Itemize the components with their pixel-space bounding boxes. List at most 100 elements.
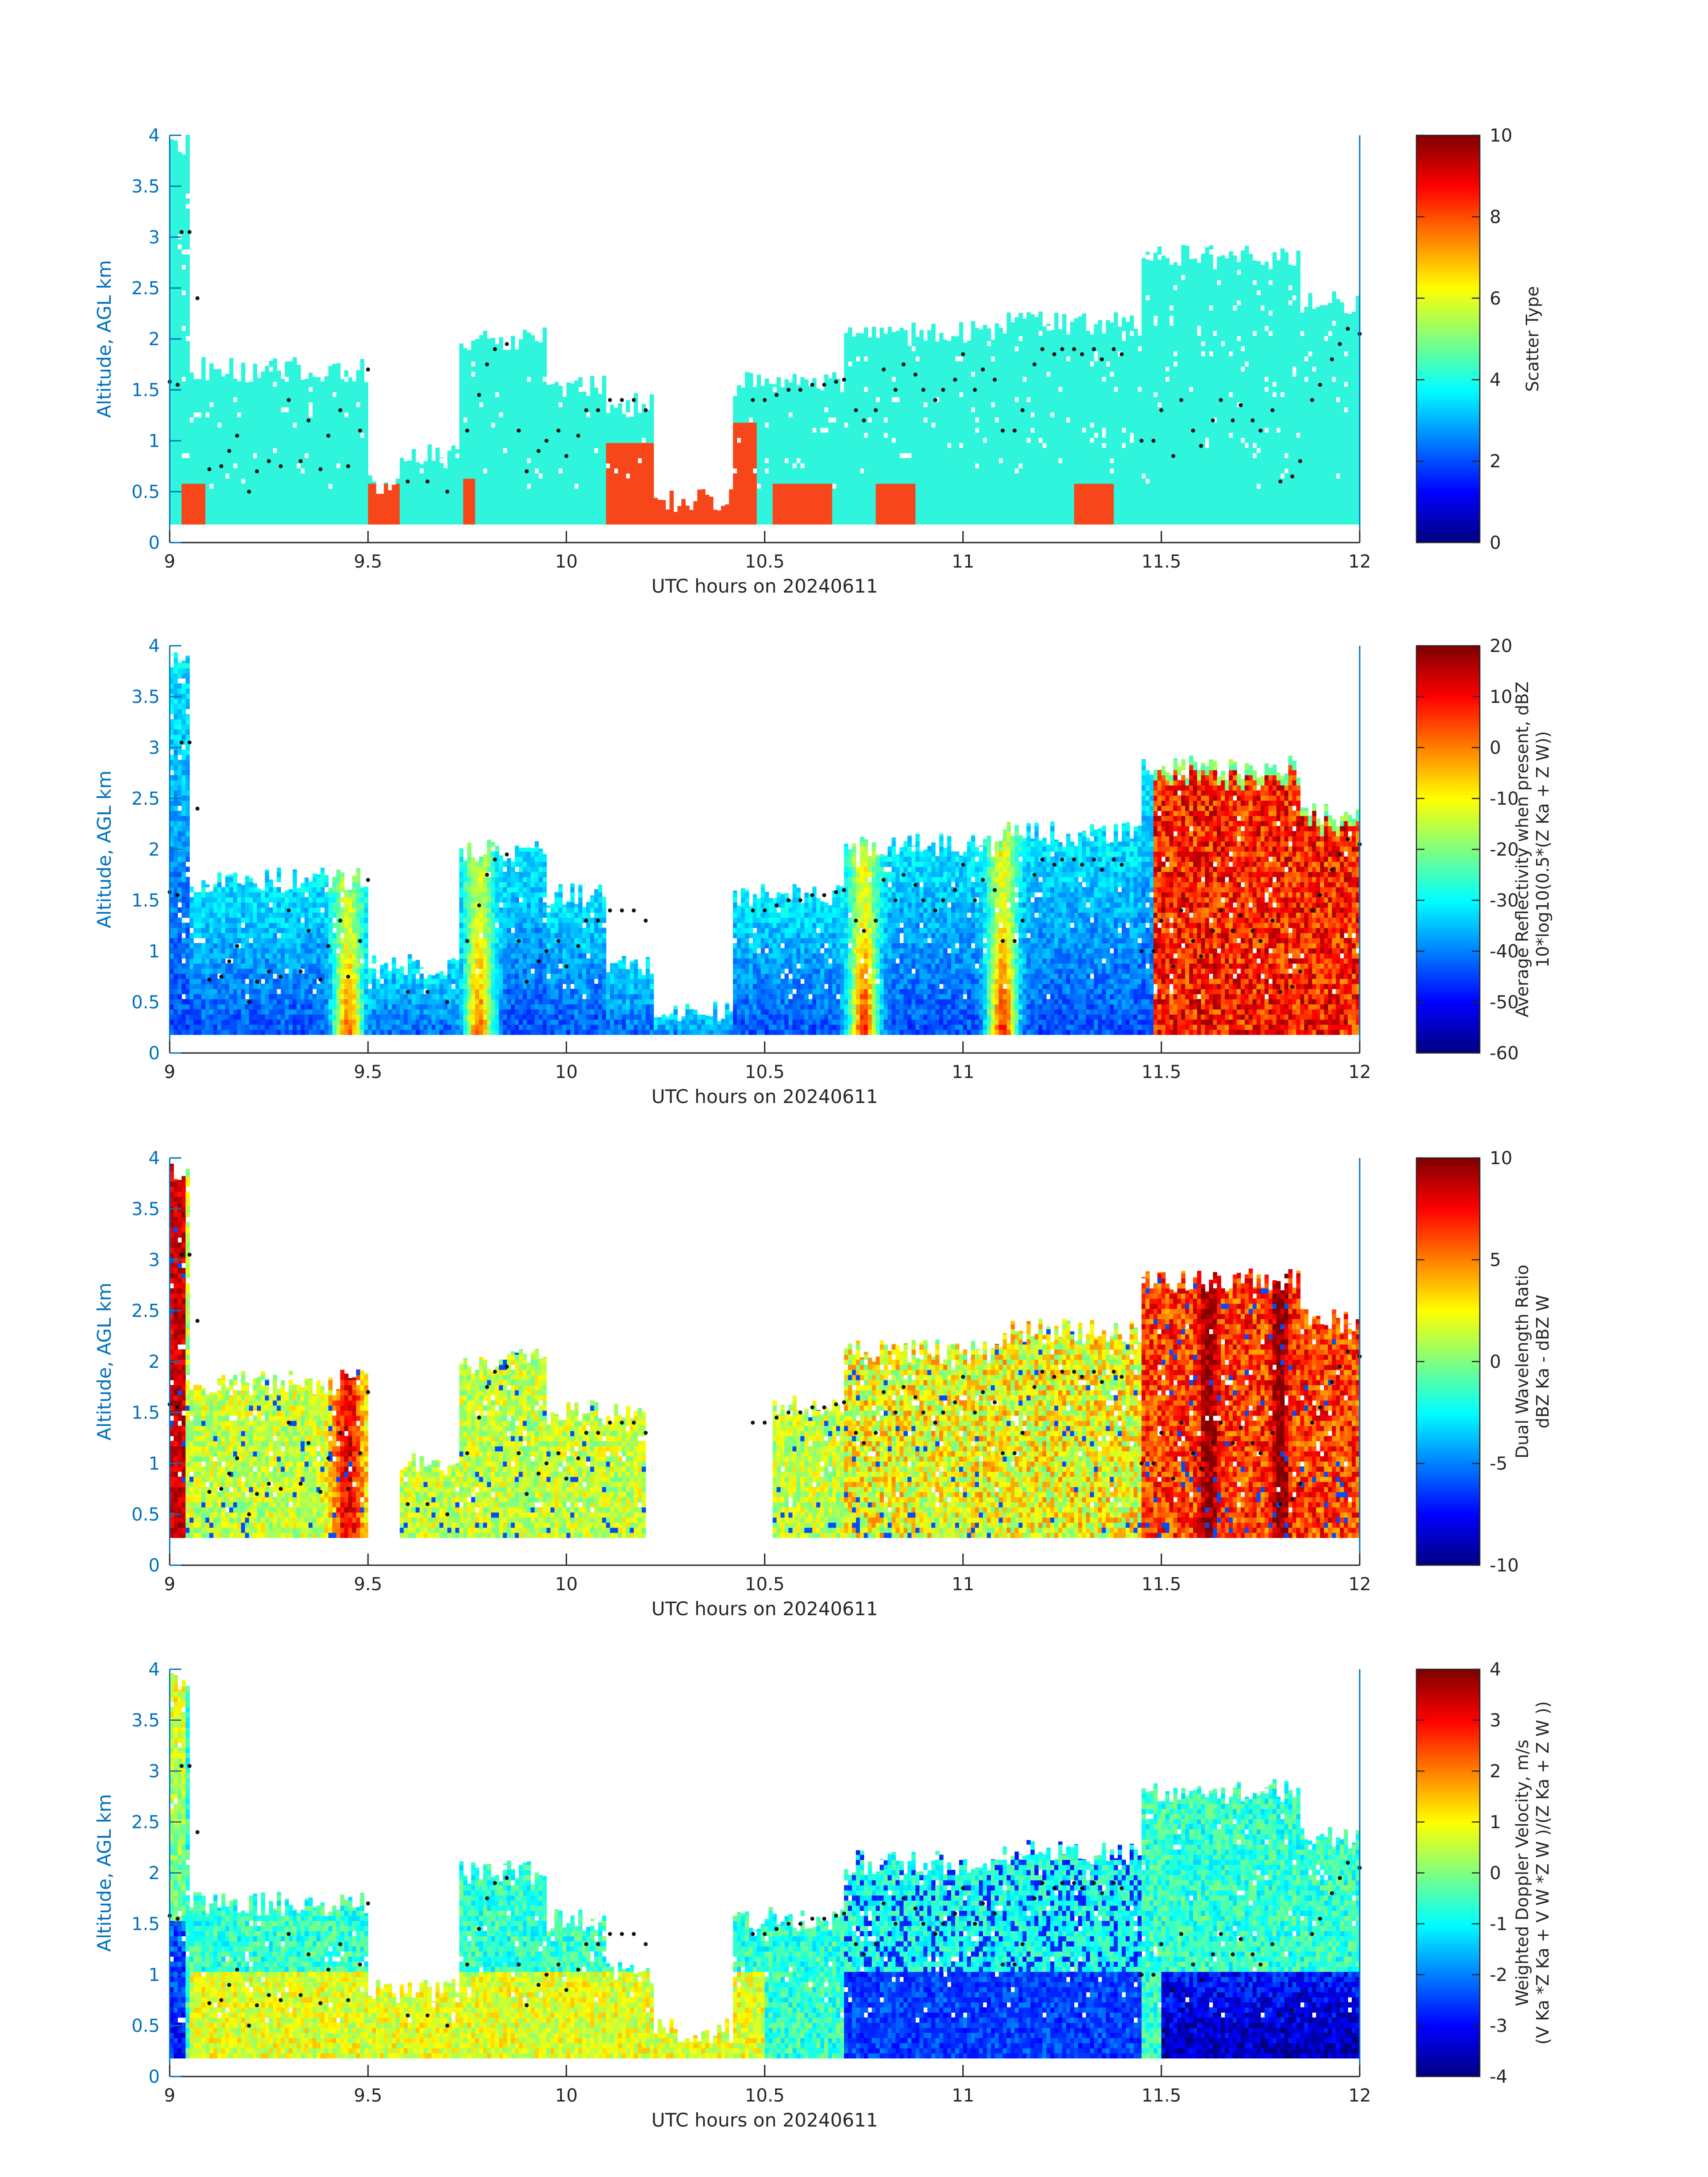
heatmap-cell	[213, 483, 218, 489]
heatmap-cell	[884, 381, 888, 387]
heatmap-cell	[760, 438, 765, 443]
heatmap-cell	[895, 427, 900, 433]
heatmap-cell	[356, 432, 360, 438]
heatmap-cell	[459, 458, 464, 464]
heatmap-cell	[872, 504, 876, 510]
heatmap-cell	[907, 432, 912, 438]
heatmap-cell	[463, 493, 468, 499]
heatmap-cell	[566, 417, 571, 423]
heatmap-cell	[213, 438, 218, 443]
heatmap-cell	[887, 351, 892, 357]
heatmap-cell	[241, 509, 246, 514]
heatmap-cell	[884, 458, 888, 464]
heatmap-cell	[784, 468, 789, 474]
heatmap-cell	[189, 402, 194, 408]
heatmap-cell	[876, 519, 880, 525]
heatmap-cell	[253, 417, 258, 423]
heatmap-cell	[514, 478, 519, 484]
heatmap-cell	[764, 489, 769, 494]
heatmap-cell	[189, 412, 194, 418]
heatmap-cell	[777, 381, 781, 387]
heatmap-cell	[693, 509, 698, 514]
heatmap-cell	[610, 407, 614, 413]
heatmap-cell	[483, 498, 488, 504]
heatmap-cell	[475, 489, 480, 494]
heatmap-cell	[578, 417, 583, 423]
heatmap-cell	[543, 489, 547, 494]
heatmap-cell	[197, 402, 202, 408]
heatmap-cell	[872, 366, 876, 372]
heatmap-cell	[614, 427, 618, 433]
heatmap-cell	[808, 402, 813, 408]
heatmap-cell	[185, 376, 190, 382]
heatmap-cell	[185, 209, 190, 214]
heatmap-cell	[301, 493, 305, 499]
heatmap-cell	[876, 351, 880, 357]
heatmap-cell	[709, 497, 714, 499]
heatmap-cell	[737, 489, 741, 494]
heatmap-cell	[796, 432, 801, 438]
heatmap-cell	[249, 473, 254, 479]
heatmap-cell	[526, 356, 531, 362]
heatmap-cell	[312, 438, 317, 443]
heatmap-cell	[272, 453, 277, 459]
heatmap-cell	[364, 468, 368, 474]
heatmap-cell	[876, 361, 880, 367]
heatmap-cell	[602, 427, 606, 433]
heatmap-cell	[907, 504, 912, 510]
heatmap-cell	[280, 381, 285, 387]
heatmap-cell	[360, 519, 364, 525]
heatmap-cell	[574, 417, 579, 423]
heatmap-cell	[495, 366, 499, 372]
heatmap-cell	[269, 447, 273, 453]
heatmap-cell	[459, 509, 464, 514]
heatmap-cell	[170, 193, 174, 199]
heatmap-cell	[899, 427, 904, 433]
heatmap-cell	[217, 417, 222, 423]
heatmap-cell	[518, 366, 523, 372]
heatmap-cell	[221, 478, 226, 484]
heatmap-cell	[340, 483, 345, 489]
heatmap-cell	[229, 478, 234, 484]
heatmap-cell	[312, 432, 317, 438]
heatmap-cell	[257, 447, 261, 453]
heatmap-cell	[483, 458, 488, 464]
heatmap-cell	[642, 468, 646, 474]
heatmap-cell	[630, 483, 634, 489]
heatmap-cell	[249, 387, 254, 393]
heatmap-cell	[320, 519, 325, 525]
heatmap-cell	[618, 463, 622, 469]
heatmap-cell	[296, 371, 301, 377]
heatmap-cell	[808, 443, 813, 448]
heatmap-cell	[860, 341, 864, 347]
heatmap-cell	[539, 498, 543, 504]
heatmap-cell	[586, 427, 591, 433]
heatmap-cell	[316, 387, 321, 393]
heatmap-cell	[844, 412, 848, 418]
heatmap-cell	[899, 366, 904, 372]
heatmap-cell	[856, 514, 860, 520]
heatmap-cell	[475, 412, 480, 418]
heatmap-cell	[301, 397, 305, 402]
heatmap-cell	[773, 458, 777, 464]
heatmap-cell	[677, 506, 682, 510]
heatmap-cell	[752, 427, 757, 433]
heatmap-cell	[177, 188, 182, 194]
heatmap-cell	[566, 447, 571, 453]
heatmap-cell	[725, 514, 730, 520]
heatmap-cell	[276, 412, 281, 418]
heatmap-cell	[864, 371, 869, 377]
heatmap-cell	[451, 453, 456, 459]
heatmap-cell	[852, 478, 856, 484]
heatmap-cell	[233, 483, 238, 489]
heatmap-cell	[305, 422, 309, 428]
heatmap-cell	[808, 463, 813, 469]
heatmap-cell	[288, 519, 293, 525]
heatmap-cell	[348, 381, 353, 387]
heatmap-cell	[201, 392, 206, 397]
heatmap-cell	[177, 152, 182, 158]
heatmap-cell	[276, 417, 281, 423]
heatmap-cell	[340, 392, 345, 397]
heatmap-cell	[741, 397, 745, 402]
heatmap-cell	[578, 377, 583, 382]
